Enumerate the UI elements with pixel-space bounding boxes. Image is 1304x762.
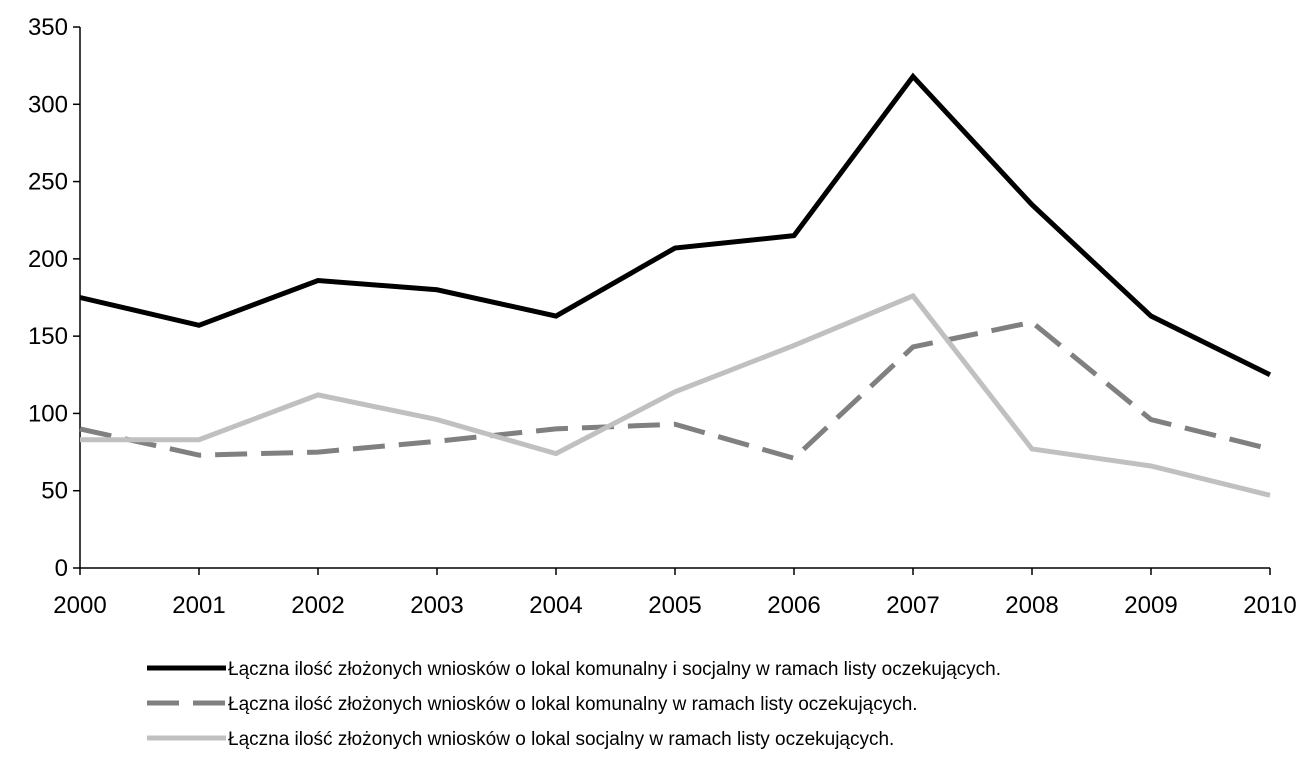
legend-label-1: Łączna ilość złożonych wniosków o lokal …	[228, 659, 1001, 680]
x-tick-label: 2000	[53, 592, 106, 619]
y-tick-label: 350	[28, 14, 68, 41]
y-tick-label: 50	[41, 478, 68, 505]
x-tick-label: 2007	[886, 592, 939, 619]
x-tick-label: 2009	[1124, 592, 1177, 619]
x-tick-label: 2004	[529, 592, 582, 619]
series-lines	[79, 72, 1272, 498]
legend-label-3: Łączna ilość złożonych wniosków o lokal …	[228, 729, 894, 750]
x-tick-label: 2003	[410, 592, 463, 619]
x-tick-label: 2002	[291, 592, 344, 619]
y-tick-label: 100	[28, 400, 68, 427]
series-line-1	[79, 72, 1272, 378]
y-axis-ticks: 0 50 100 150 200 250 300 350	[28, 14, 80, 582]
chart-axes	[79, 27, 1270, 569]
x-tick-label: 2001	[172, 592, 225, 619]
x-tick-label: 2010	[1243, 592, 1296, 619]
x-axis-ticks: 2000 2001 2002 2003 2004 2005 2006 2007 2008 2009…	[53, 568, 1297, 619]
y-tick-label: 200	[28, 246, 68, 273]
y-tick-label: 0	[55, 555, 68, 582]
series-line-3	[80, 292, 1271, 498]
y-tick-label: 250	[28, 169, 68, 196]
legend-label-2: Łączna ilość złożonych wniosków o lokal …	[228, 694, 918, 715]
y-tick-label: 150	[28, 323, 68, 350]
x-tick-label: 2006	[767, 592, 820, 619]
legend: Łączna ilość złożonych wniosków o lokal …	[147, 659, 1001, 750]
x-tick-label: 2005	[648, 592, 701, 619]
y-tick-label: 300	[28, 91, 68, 118]
x-tick-label: 2008	[1005, 592, 1058, 619]
